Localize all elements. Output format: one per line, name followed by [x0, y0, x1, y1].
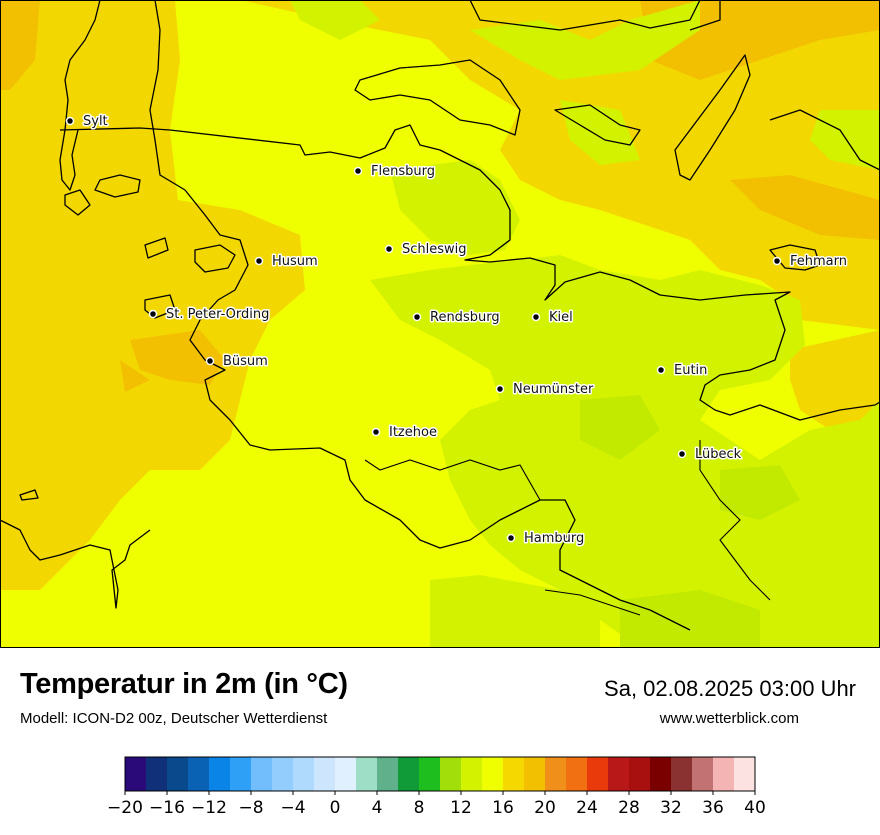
- legend-swatch: [377, 757, 399, 791]
- svg-text:Neumünster: Neumünster: [513, 382, 594, 397]
- legend-swatch: [356, 757, 378, 791]
- website-link[interactable]: www.wetterblick.com: [659, 710, 799, 727]
- legend-tick-label: 8: [414, 798, 425, 818]
- legend-tick-label: 32: [660, 798, 682, 818]
- legend-swatch: [125, 757, 147, 791]
- legend-swatch: [482, 757, 504, 791]
- legend-swatch: [251, 757, 273, 791]
- temperature-field-18: [0, 0, 880, 590]
- legend-swatch: [671, 757, 693, 791]
- legend-tick-label: −4: [280, 798, 305, 818]
- svg-text:Flensburg: Flensburg: [371, 164, 435, 179]
- city-marker[interactable]: Itzehoe: [371, 424, 438, 442]
- legend-bar: −20 −16 −12 −8 −4 0 4 8 12 16 20 24 28 32 36 40: [107, 756, 766, 818]
- svg-text:Eutin: Eutin: [674, 363, 707, 378]
- legend-tick-label: 0: [330, 798, 341, 818]
- city-marker[interactable]: Schleswig: [384, 241, 468, 259]
- temperature-map: Sylt Flensburg Schleswig Husum Fehmarn S…: [0, 0, 880, 648]
- legend-tick-label: 36: [702, 798, 724, 818]
- coastlines: [0, 0, 880, 631]
- map-canvas: Sylt Flensburg Schleswig Husum Fehmarn S…: [0, 0, 880, 648]
- city-marker[interactable]: Hamburg: [506, 530, 586, 548]
- city-marker[interactable]: Lübeck: [677, 446, 743, 464]
- legend-swatch: [335, 757, 357, 791]
- svg-text:Fehmarn: Fehmarn: [790, 254, 847, 269]
- legend-swatch: [629, 757, 651, 791]
- model-info: Modell: ICON-D2 00z, Deutscher Wetterdie…: [20, 710, 328, 727]
- legend-tick-label: 16: [492, 798, 514, 818]
- svg-text:Husum: Husum: [272, 254, 318, 269]
- legend-tick-label: −8: [238, 798, 263, 818]
- color-legend: −20 −16 −12 −8 −4 0 4 8 12 16 20 24 28 32 36 40: [0, 752, 880, 830]
- legend-swatch: [650, 757, 672, 791]
- legend-swatches: [125, 757, 756, 791]
- city-marker[interactable]: Büsum: [205, 353, 269, 371]
- legend-frame: [124, 756, 756, 792]
- legend-swatch: [461, 757, 483, 791]
- legend-swatch: [713, 757, 735, 791]
- svg-text:Hamburg: Hamburg: [524, 531, 584, 546]
- legend-swatch: [272, 757, 294, 791]
- legend-swatch: [503, 757, 525, 791]
- svg-text:Schleswig: Schleswig: [402, 242, 467, 257]
- legend-swatch: [608, 757, 630, 791]
- legend-tick-label: 24: [576, 798, 598, 818]
- legend-swatch: [230, 757, 252, 791]
- legend-swatch: [545, 757, 567, 791]
- legend-tick-label: 28: [618, 798, 640, 818]
- city-marker[interactable]: Husum: [254, 253, 319, 271]
- legend-tick-label: −12: [191, 798, 227, 818]
- legend-tick-label: −20: [107, 798, 143, 818]
- city-marker[interactable]: Rendsburg: [412, 309, 501, 327]
- city-marker[interactable]: Fehmarn: [772, 253, 849, 271]
- legend-swatch: [209, 757, 231, 791]
- legend-tick-label: 4: [372, 798, 383, 818]
- city-marker[interactable]: Flensburg: [353, 163, 436, 181]
- legend-tick-label: 40: [744, 798, 766, 818]
- legend-swatch: [188, 757, 210, 791]
- city-markers: Sylt Flensburg Schleswig Husum Fehmarn S…: [65, 113, 849, 548]
- svg-text:Rendsburg: Rendsburg: [430, 310, 500, 325]
- svg-text:Lübeck: Lübeck: [695, 447, 742, 462]
- svg-text:Büsum: Büsum: [223, 354, 268, 369]
- temperature-field-14-light: [580, 395, 800, 648]
- legend-tick-label: 20: [534, 798, 556, 818]
- legend-swatch: [146, 757, 168, 791]
- svg-text:Sylt: Sylt: [83, 114, 108, 129]
- legend-tick-label: −16: [149, 798, 185, 818]
- city-marker[interactable]: St. Peter-Ording: [148, 306, 271, 324]
- legend-swatch: [398, 757, 420, 791]
- city-marker[interactable]: Sylt: [65, 113, 109, 131]
- legend-swatch: [587, 757, 609, 791]
- forecast-datetime: Sa, 02.08.2025 03:00 Uhr: [604, 676, 856, 701]
- legend-swatch: [692, 757, 714, 791]
- city-marker[interactable]: Neumünster: [495, 381, 595, 399]
- svg-text:St. Peter-Ording: St. Peter-Ording: [166, 307, 269, 322]
- city-marker[interactable]: Eutin: [656, 362, 709, 380]
- page-title: Temperatur in 2m (in °C): [20, 668, 348, 700]
- svg-text:Itzehoe: Itzehoe: [389, 425, 437, 440]
- city-marker[interactable]: Kiel: [531, 309, 574, 327]
- legend-swatch: [293, 757, 315, 791]
- legend-tick-label: 12: [450, 798, 472, 818]
- legend-swatch: [440, 757, 462, 791]
- legend-ticks: −20 −16 −12 −8 −4 0 4 8 12 16 20 24 28 32 36 40: [107, 791, 766, 818]
- legend-swatch: [314, 757, 336, 791]
- legend-swatch: [419, 757, 441, 791]
- legend-swatch: [566, 757, 588, 791]
- legend-swatch: [734, 757, 756, 791]
- legend-swatch: [167, 757, 189, 791]
- svg-text:Kiel: Kiel: [549, 310, 573, 325]
- legend-swatch: [524, 757, 546, 791]
